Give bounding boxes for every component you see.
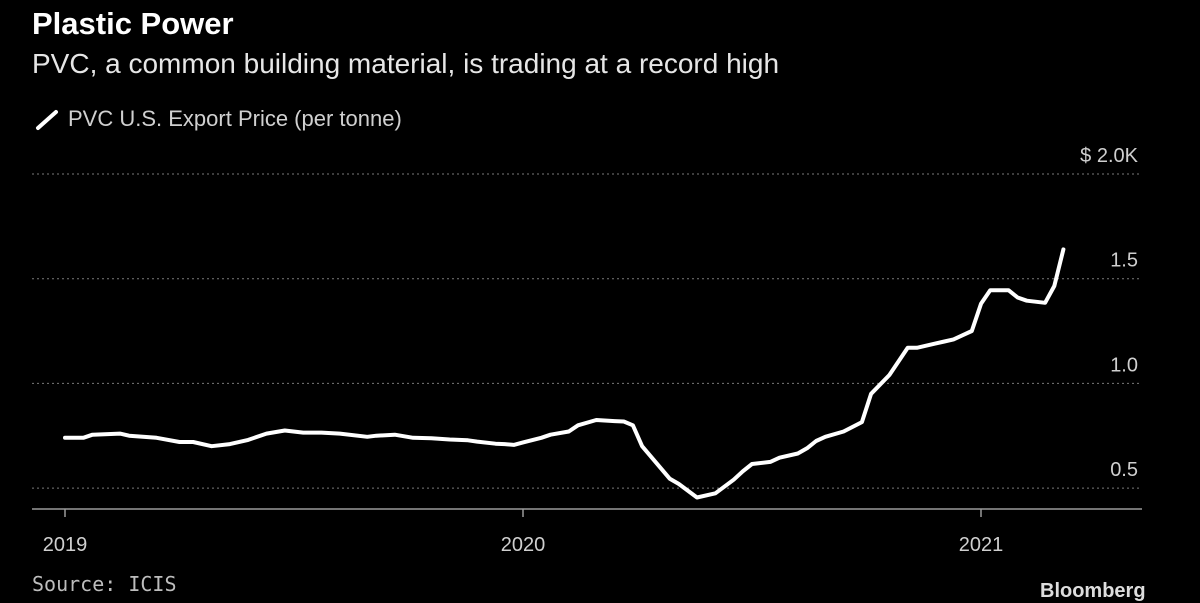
x-axis (32, 508, 1142, 517)
tick-labels: 0.5 1.0 1.5 $ 2.0K 2019 2020 2021 (43, 145, 1139, 556)
x-tick-label: 2021 (959, 534, 1004, 556)
x-tick-label: 2020 (501, 534, 546, 556)
brand-logo: Bloomberg (1040, 580, 1146, 602)
chart-title: Plastic Power (32, 6, 234, 41)
chart-subtitle: PVC, a common building material, is trad… (32, 48, 780, 79)
legend-label: PVC U.S. Export Price (per tonne) (68, 106, 402, 131)
legend-line-icon (36, 110, 58, 130)
gridlines (32, 173, 1142, 489)
y-tick-label: 0.5 (1110, 459, 1138, 481)
y-tick-label: 1.5 (1110, 250, 1138, 272)
legend: PVC U.S. Export Price (per tonne) (34, 106, 402, 132)
source-note: Source: ICIS (32, 572, 177, 596)
y-tick-label: $ 2.0K (1080, 145, 1138, 167)
y-tick-label: 1.0 (1110, 354, 1138, 376)
series-line (63, 247, 1066, 500)
x-tick-label: 2019 (43, 534, 88, 556)
series-layer (63, 247, 1066, 500)
